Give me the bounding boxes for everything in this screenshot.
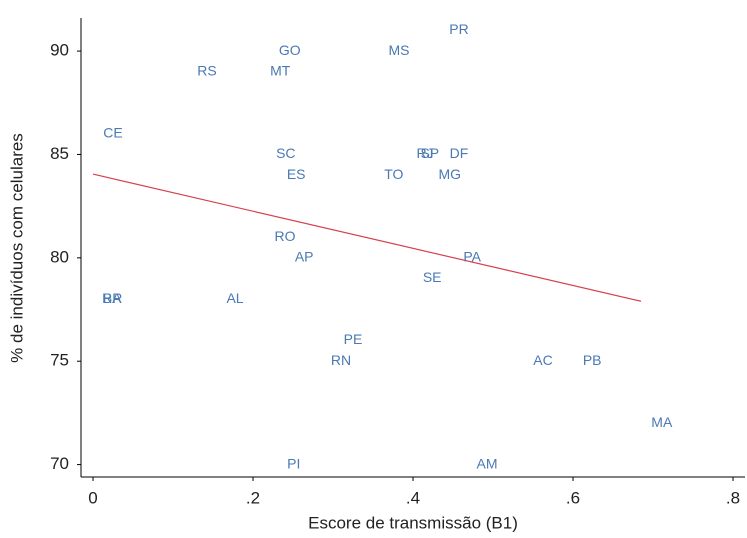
- point-label: SC: [276, 145, 295, 161]
- fit-line: [92, 173, 642, 302]
- x-tick-label: .4: [406, 488, 420, 507]
- point-label: MA: [651, 414, 673, 430]
- point-label: TO: [384, 166, 403, 182]
- x-tick-label: .2: [246, 488, 260, 507]
- x-axis-title: Escore de transmissão (B1): [308, 513, 518, 532]
- point-label: CE: [103, 124, 122, 140]
- point-label: RN: [331, 352, 351, 368]
- point-label: PB: [583, 352, 602, 368]
- point-label: RJ: [416, 145, 433, 161]
- point-label: PI: [287, 455, 300, 471]
- x-tick-label: 0: [88, 488, 97, 507]
- point-label: GO: [279, 42, 301, 58]
- point-label: AP: [295, 249, 314, 265]
- point-label: RO: [275, 228, 296, 244]
- y-tick-label: 75: [50, 351, 69, 370]
- x-tick-label: .8: [726, 488, 740, 507]
- y-tick-label: 70: [50, 454, 69, 473]
- point-label: ES: [287, 166, 306, 182]
- point-label: DF: [450, 145, 469, 161]
- point-label: AL: [226, 290, 243, 306]
- point-label: SE: [423, 269, 442, 285]
- point-label: BA: [103, 290, 122, 306]
- point-label: RS: [197, 62, 216, 78]
- point-label: RR: [102, 290, 122, 306]
- y-tick-label: 85: [50, 144, 69, 163]
- y-axis-title: % de indivíduos com celulares: [7, 133, 26, 363]
- y-tick-label: 80: [50, 247, 69, 266]
- point-label: AM: [477, 455, 498, 471]
- point-label: PR: [449, 21, 468, 37]
- y-tick-label: 90: [50, 41, 69, 60]
- point-label: SP: [420, 145, 439, 161]
- point-label: PA: [463, 249, 481, 265]
- point-label: MS: [389, 42, 410, 58]
- point-label: MT: [270, 62, 291, 78]
- point-label: AC: [533, 352, 552, 368]
- x-tick-label: .6: [566, 488, 580, 507]
- point-label: PE: [344, 331, 363, 347]
- point-label: MG: [439, 166, 462, 182]
